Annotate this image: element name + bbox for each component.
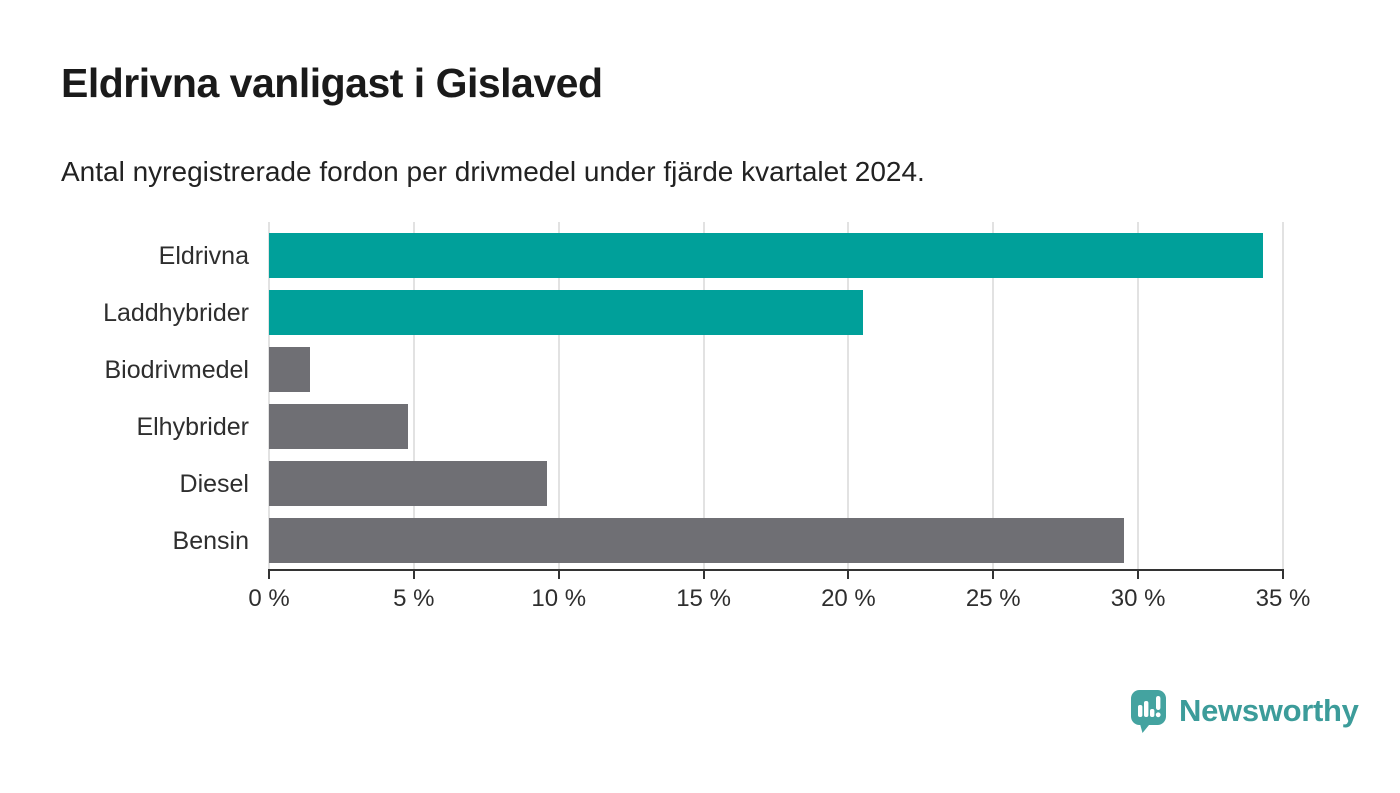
newsworthy-logo: Newsworthy <box>1131 690 1359 733</box>
category-label-diesel: Diesel <box>179 469 249 498</box>
gridline-25 <box>992 222 995 570</box>
gridline-10 <box>557 222 560 570</box>
gridline-30 <box>1137 222 1140 570</box>
gridline-15 <box>702 222 705 570</box>
x-axis-tick-30 <box>1137 569 1140 579</box>
x-axis-tick-25 <box>992 569 995 579</box>
gridline-20 <box>847 222 850 570</box>
x-axis-label-0: 0 % <box>248 585 290 612</box>
newsworthy-logo-text: Newsworthy <box>1179 693 1359 728</box>
x-axis-label-10: 10 % <box>531 585 587 612</box>
gridline-0 <box>268 222 270 570</box>
category-label-elhybrider: Elhybrider <box>136 412 249 441</box>
x-axis-tick-20 <box>847 569 850 579</box>
bar-chart-plot-area <box>268 222 1284 570</box>
x-axis-label-20: 20 % <box>821 585 876 612</box>
bar-diesel <box>269 461 548 506</box>
bar-laddhybrider <box>269 290 863 335</box>
bar-eldrivna <box>269 233 1263 278</box>
chart-title: Eldrivna vanligast i Gislaved <box>61 60 603 106</box>
x-axis-tick-15 <box>702 569 705 579</box>
x-axis-label-35: 35 % <box>1255 585 1311 612</box>
newsworthy-logo-icon <box>1131 690 1166 733</box>
gridline-5 <box>412 222 415 570</box>
x-axis-tick-5 <box>412 569 415 579</box>
category-label-biodrivmedel: Biodrivmedel <box>104 355 249 384</box>
x-axis-label-15: 15 % <box>676 585 731 612</box>
bar-biodrivmedel <box>269 347 310 392</box>
category-label-eldrivna: Eldrivna <box>158 241 249 270</box>
x-axis-tick-35 <box>1282 569 1284 579</box>
x-axis-label-25: 25 % <box>965 585 1021 612</box>
category-label-bensin: Bensin <box>172 526 249 555</box>
gridline-35 <box>1282 222 1284 570</box>
x-axis-line <box>269 569 1283 571</box>
x-axis-label-30: 30 % <box>1110 585 1166 612</box>
x-axis-label-5: 5 % <box>393 585 435 612</box>
bar-bensin <box>269 518 1124 563</box>
chart-subtitle: Antal nyregistrerade fordon per drivmede… <box>61 156 925 187</box>
category-label-laddhybrider: Laddhybrider <box>103 298 249 327</box>
x-axis-tick-0 <box>268 569 270 579</box>
bar-elhybrider <box>269 404 409 449</box>
x-axis-tick-10 <box>557 569 560 579</box>
